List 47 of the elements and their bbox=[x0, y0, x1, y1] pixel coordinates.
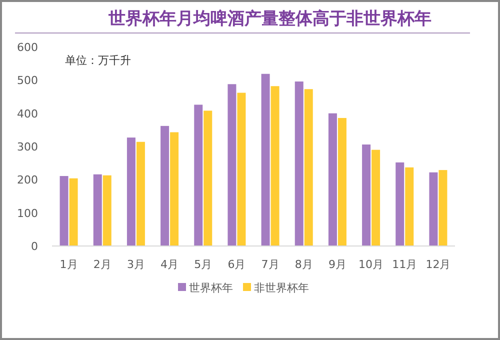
bar bbox=[372, 150, 380, 246]
bar bbox=[69, 178, 78, 246]
bar bbox=[338, 118, 346, 246]
y-tick-label: 500 bbox=[17, 74, 38, 88]
x-tick-label: 1月 bbox=[60, 258, 78, 271]
bar bbox=[237, 92, 246, 246]
bar bbox=[396, 162, 404, 246]
bar bbox=[160, 126, 170, 246]
bar bbox=[194, 104, 203, 246]
bar bbox=[304, 89, 313, 246]
x-tick-label: 3月 bbox=[126, 258, 145, 271]
x-tick-label: 12月 bbox=[426, 258, 451, 271]
bar bbox=[170, 132, 179, 246]
annotation: 单位：万千升 bbox=[65, 54, 131, 67]
bar bbox=[362, 144, 371, 246]
x-tick-label: 4月 bbox=[160, 258, 179, 271]
bar bbox=[270, 86, 280, 246]
x-tick-label: 10月 bbox=[358, 258, 384, 271]
legend-label: 世界杯年 bbox=[189, 282, 233, 294]
bar bbox=[438, 170, 448, 246]
x-tick-label: 6月 bbox=[228, 258, 246, 271]
bar bbox=[328, 113, 337, 246]
bar bbox=[204, 110, 212, 246]
bar bbox=[60, 176, 68, 246]
bar bbox=[93, 174, 102, 246]
x-tick-label: 5月 bbox=[194, 258, 212, 271]
y-tick-label: 100 bbox=[17, 206, 38, 220]
bar bbox=[136, 142, 145, 246]
y-tick-label: 400 bbox=[17, 107, 38, 120]
legend-label: 非世界杯年 bbox=[254, 282, 309, 294]
bar bbox=[261, 74, 270, 246]
bar bbox=[429, 172, 438, 246]
bar bbox=[405, 167, 414, 246]
y-tick-label: 600 bbox=[17, 41, 38, 54]
y-tick-label: 0 bbox=[31, 240, 38, 253]
bar bbox=[294, 81, 304, 246]
bar bbox=[102, 175, 112, 246]
x-tick-label: 7月 bbox=[261, 258, 280, 271]
bar bbox=[126, 138, 136, 246]
y-tick-label: 200 bbox=[17, 174, 38, 187]
bar bbox=[228, 84, 236, 246]
y-tick-label: 300 bbox=[17, 140, 38, 154]
x-tick-label: 2月 bbox=[93, 258, 112, 271]
x-tick-label: 8月 bbox=[294, 258, 313, 271]
x-tick-label: 11月 bbox=[392, 258, 418, 271]
x-tick-label: 9月 bbox=[328, 258, 346, 271]
chart-title: 世界杯年月均啤酒产量整体高于非世界杯年 bbox=[108, 9, 432, 29]
